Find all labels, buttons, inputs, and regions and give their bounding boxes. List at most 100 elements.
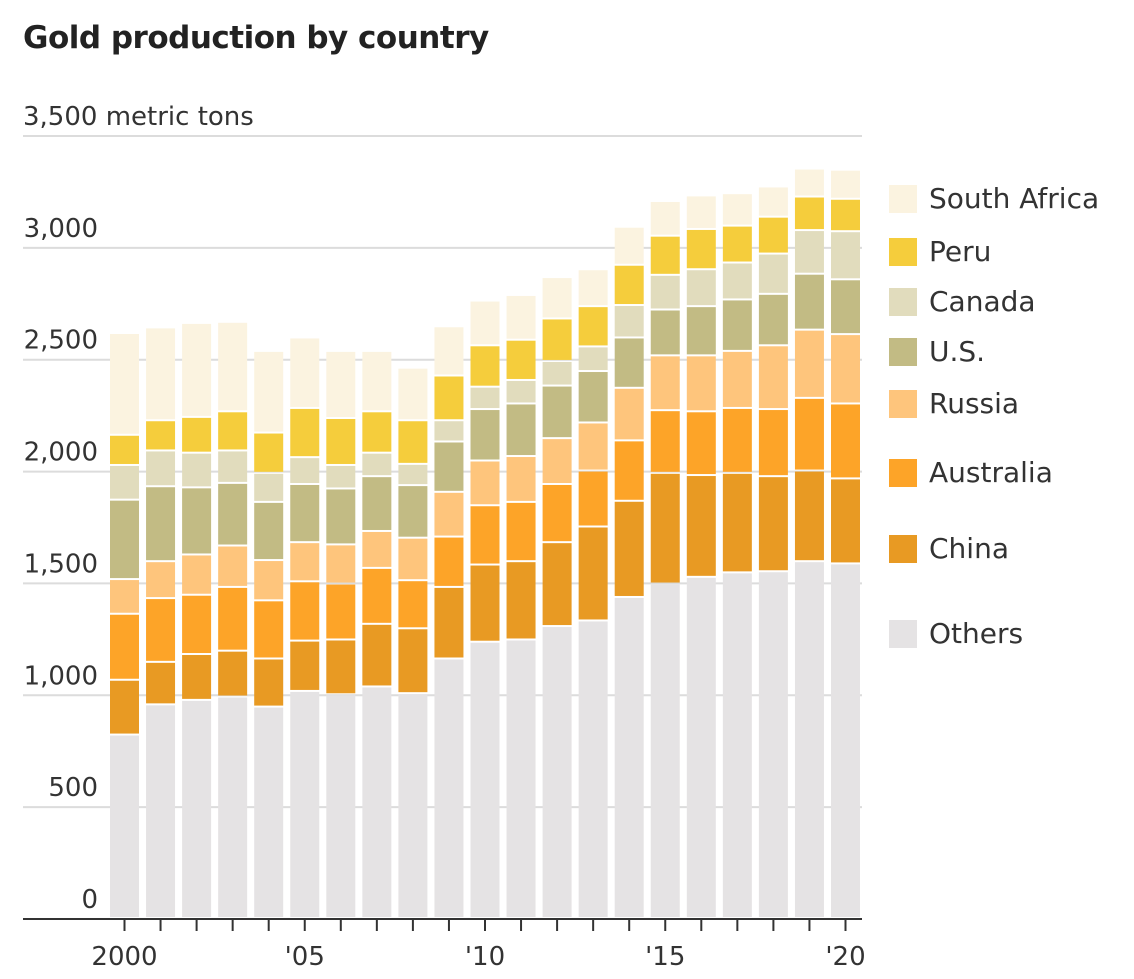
- bar-u-s-2011: [506, 404, 536, 456]
- bar-peru-2004: [254, 433, 284, 472]
- chart-title: Gold production by country: [23, 20, 489, 56]
- bar-u-s-2004: [254, 502, 284, 560]
- bar-canada-2015: [650, 275, 680, 309]
- bar-china-2020: [831, 479, 860, 563]
- legend-label: China: [929, 532, 1009, 565]
- bar-peru-2007: [362, 412, 392, 452]
- legend-swatch: [889, 184, 917, 213]
- bar-canada-2005: [290, 458, 320, 483]
- bar-south-africa-2007: [362, 351, 392, 411]
- bar-canada-2012: [542, 361, 572, 385]
- bar-russia-2012: [542, 439, 572, 483]
- bar-others-2011: [506, 640, 536, 917]
- legend-item-canada: Canada: [889, 285, 1036, 318]
- x-tick-label: '05: [285, 942, 325, 972]
- bar-peru-2001: [146, 421, 176, 450]
- bar-china-2002: [182, 655, 212, 699]
- bar-u-s-2016: [686, 307, 716, 355]
- bar-russia-2020: [831, 335, 860, 403]
- bar-u-s-2010: [470, 410, 500, 460]
- bar-australia-2013: [578, 471, 608, 526]
- bar-u-s-2014: [614, 338, 644, 387]
- bar-russia-2019: [794, 330, 824, 397]
- legend-label: Others: [929, 617, 1024, 650]
- bar-others-2020: [831, 564, 860, 917]
- bar-russia-2001: [146, 562, 176, 598]
- y-tick-label: 500: [48, 773, 98, 803]
- tick-labels: 0 500 1,000 1,500 2,000 2,500 3,000 3,500 metri…: [23, 102, 866, 972]
- legend-swatch: [889, 458, 917, 487]
- bar-south-africa-2005: [290, 338, 320, 407]
- legend-swatch: [889, 534, 917, 563]
- bar-peru-2002: [182, 417, 212, 452]
- y-tick-label: 2,000: [24, 438, 98, 468]
- legend-item-russia: Russia: [889, 387, 1019, 420]
- bar-peru-2018: [758, 217, 788, 253]
- bar-others-2002: [182, 700, 212, 917]
- y-tick-label: 3,500 metric tons: [23, 102, 254, 132]
- bar-peru-2003: [218, 412, 248, 450]
- bar-canada-2019: [794, 231, 824, 273]
- bar-south-africa-2013: [578, 270, 608, 306]
- bar-china-2019: [794, 471, 824, 561]
- legend-item-u-s: U.S.: [889, 335, 985, 368]
- bar-australia-2007: [362, 568, 392, 623]
- bar-australia-2001: [146, 599, 176, 661]
- bar-russia-2002: [182, 555, 212, 594]
- bar-australia-2006: [326, 584, 356, 639]
- bar-china-2007: [362, 624, 392, 686]
- bar-australia-2004: [254, 601, 284, 658]
- bar-peru-2011: [506, 340, 536, 379]
- bar-south-africa-2011: [506, 295, 536, 339]
- bar-others-2015: [650, 584, 680, 917]
- bar-others-2007: [362, 687, 392, 917]
- bar-south-africa-2009: [434, 327, 464, 375]
- bar-peru-2015: [650, 236, 680, 274]
- bar-canada-2000: [110, 465, 139, 499]
- bar-china-2016: [686, 476, 716, 576]
- bar-south-africa-2015: [650, 201, 680, 235]
- legend-label: Australia: [929, 456, 1053, 489]
- bar-others-2006: [326, 695, 356, 917]
- bar-russia-2000: [110, 580, 139, 613]
- bar-others-2018: [758, 572, 788, 917]
- bar-australia-2010: [470, 506, 500, 564]
- bar-u-s-2012: [542, 386, 572, 438]
- bar-u-s-2008: [398, 486, 428, 537]
- bar-canada-2013: [578, 347, 608, 371]
- bar-others-2014: [614, 597, 644, 917]
- bar-australia-2009: [434, 537, 464, 586]
- y-tick-label: 1,500: [24, 549, 98, 579]
- bar-canada-2017: [722, 263, 752, 299]
- bar-australia-2019: [794, 398, 824, 470]
- bar-u-s-2002: [182, 488, 212, 554]
- x-tick-label: '15: [645, 942, 685, 972]
- bar-south-africa-2020: [831, 170, 860, 198]
- bar-peru-2000: [110, 435, 139, 464]
- bar-australia-2005: [290, 582, 320, 640]
- bar-australia-2017: [722, 408, 752, 472]
- bar-australia-2003: [218, 587, 248, 650]
- bar-russia-2011: [506, 457, 536, 501]
- bar-russia-2007: [362, 531, 392, 567]
- bar-peru-2020: [831, 199, 860, 231]
- bar-australia-2012: [542, 484, 572, 542]
- bar-u-s-2003: [218, 483, 248, 545]
- bar-russia-2018: [758, 346, 788, 409]
- bar-south-africa-2008: [398, 368, 428, 420]
- bar-china-2004: [254, 659, 284, 706]
- y-tick-label: 0: [81, 885, 98, 915]
- bar-russia-2016: [686, 356, 716, 411]
- legend-item-peru: Peru: [889, 235, 991, 268]
- bar-others-2017: [722, 573, 752, 917]
- bar-south-africa-2003: [218, 322, 248, 411]
- bar-russia-2005: [290, 543, 320, 581]
- bar-u-s-2013: [578, 372, 608, 422]
- bar-russia-2013: [578, 423, 608, 470]
- legend-label: Russia: [929, 387, 1020, 420]
- bar-china-2013: [578, 527, 608, 620]
- bar-australia-2000: [110, 614, 139, 679]
- legend-label: Canada: [929, 285, 1036, 318]
- bar-u-s-2009: [434, 442, 464, 491]
- bar-peru-2017: [722, 226, 752, 262]
